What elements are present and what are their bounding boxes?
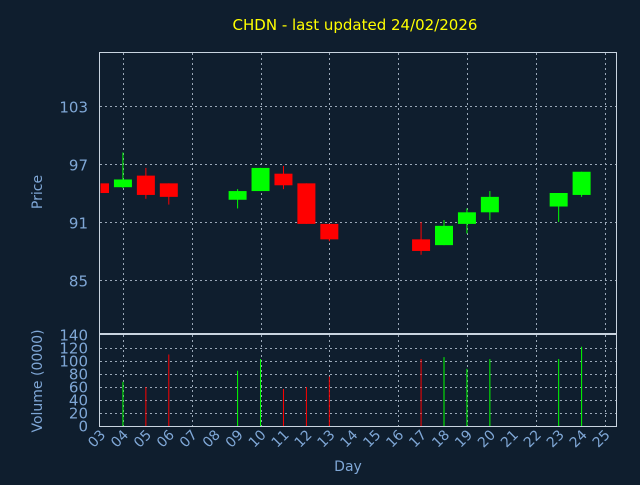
volume-y-label: Volume (0000) [30,329,46,432]
candle-body [101,183,109,193]
volume-y-tick-label: 80 [69,366,88,384]
candle-body [159,183,178,197]
price-frame [99,52,617,334]
price-y-tick-label: 85 [69,273,88,291]
candle-body [457,212,476,224]
x-tick-label: 13 [315,427,339,451]
volume-grid [100,335,616,426]
candle-body [297,183,316,224]
volume-y-tick-label: 100 [59,353,88,371]
volume-y-tick-label: 120 [59,340,88,358]
candle-body [320,223,339,240]
volume-y-tick-label: 60 [69,379,88,397]
candle [320,223,339,242]
x-axis-label: Day [334,459,362,475]
candle-body [251,167,270,192]
candle [159,183,178,205]
candle-body [435,225,453,246]
price-y-tick-label: 103 [59,99,88,117]
volume-y-tick-label: 40 [69,392,88,410]
price-y-label: Price [30,175,46,209]
x-tick-label: 08 [200,427,224,451]
x-tick-label: 17 [406,427,430,451]
x-tick-label: 24 [567,427,591,451]
x-tick-label: 15 [360,427,384,451]
price-y-tick-label: 97 [69,157,88,175]
x-tick-label: 22 [521,427,545,451]
price-candles [99,152,591,255]
volume-y-tick-label: 20 [69,405,88,423]
x-tick-label: 03 [85,427,109,451]
x-tick-label: 07 [177,427,201,451]
candle-body [136,175,155,195]
chart-title: CHDN - last updated 24/02/2026 [233,16,478,34]
x-tick-label: 20 [475,427,499,451]
candle [99,183,109,193]
x-tick-label: 16 [383,427,407,451]
volume-bars [122,346,583,426]
candle [457,208,476,234]
x-tick-label: 12 [292,427,316,451]
price-panel: 85 91 97 103 Price [30,52,617,334]
x-tick-label: 25 [590,427,614,451]
candle-body [572,171,591,195]
x-tick-label: 18 [429,427,453,451]
candle-body [113,179,132,188]
candle [251,167,270,192]
candle [113,152,132,189]
candle [435,220,453,246]
candle-body [274,173,293,186]
candle-body [480,196,499,213]
candle-body [412,239,431,251]
x-tick-label: 04 [108,427,132,451]
candle-body [228,191,247,200]
candle [549,193,568,222]
price-y-tick-label: 91 [69,215,88,233]
candle [297,183,316,224]
x-tick-label: 21 [498,427,522,451]
candle-body [549,193,568,207]
price-grid [100,53,616,333]
candle [274,165,293,190]
candle [228,189,247,209]
x-tick-label: 05 [131,427,155,451]
x-tick-label: 11 [269,427,293,451]
volume-y-tick-label: 0 [78,418,88,436]
x-tick-label: 14 [337,427,361,451]
candle [480,191,499,221]
x-tick-label: 10 [246,427,270,451]
x-tick-label: 09 [223,427,247,451]
price-y-ticks: 85 91 97 103 [59,99,88,291]
candle [136,167,155,199]
x-tick-label: 06 [154,427,178,451]
x-tick-label: 23 [544,427,568,451]
candle [572,171,591,197]
x-axis-ticks: 03 04 05 06 07 08 09 10 11 12 13 14 15 16 17 18 19 20 21 22… [85,427,613,451]
volume-y-tick-label: 140 [59,327,88,345]
volume-frame [99,334,617,427]
x-tick-label: 19 [452,427,476,451]
candle [412,221,431,255]
